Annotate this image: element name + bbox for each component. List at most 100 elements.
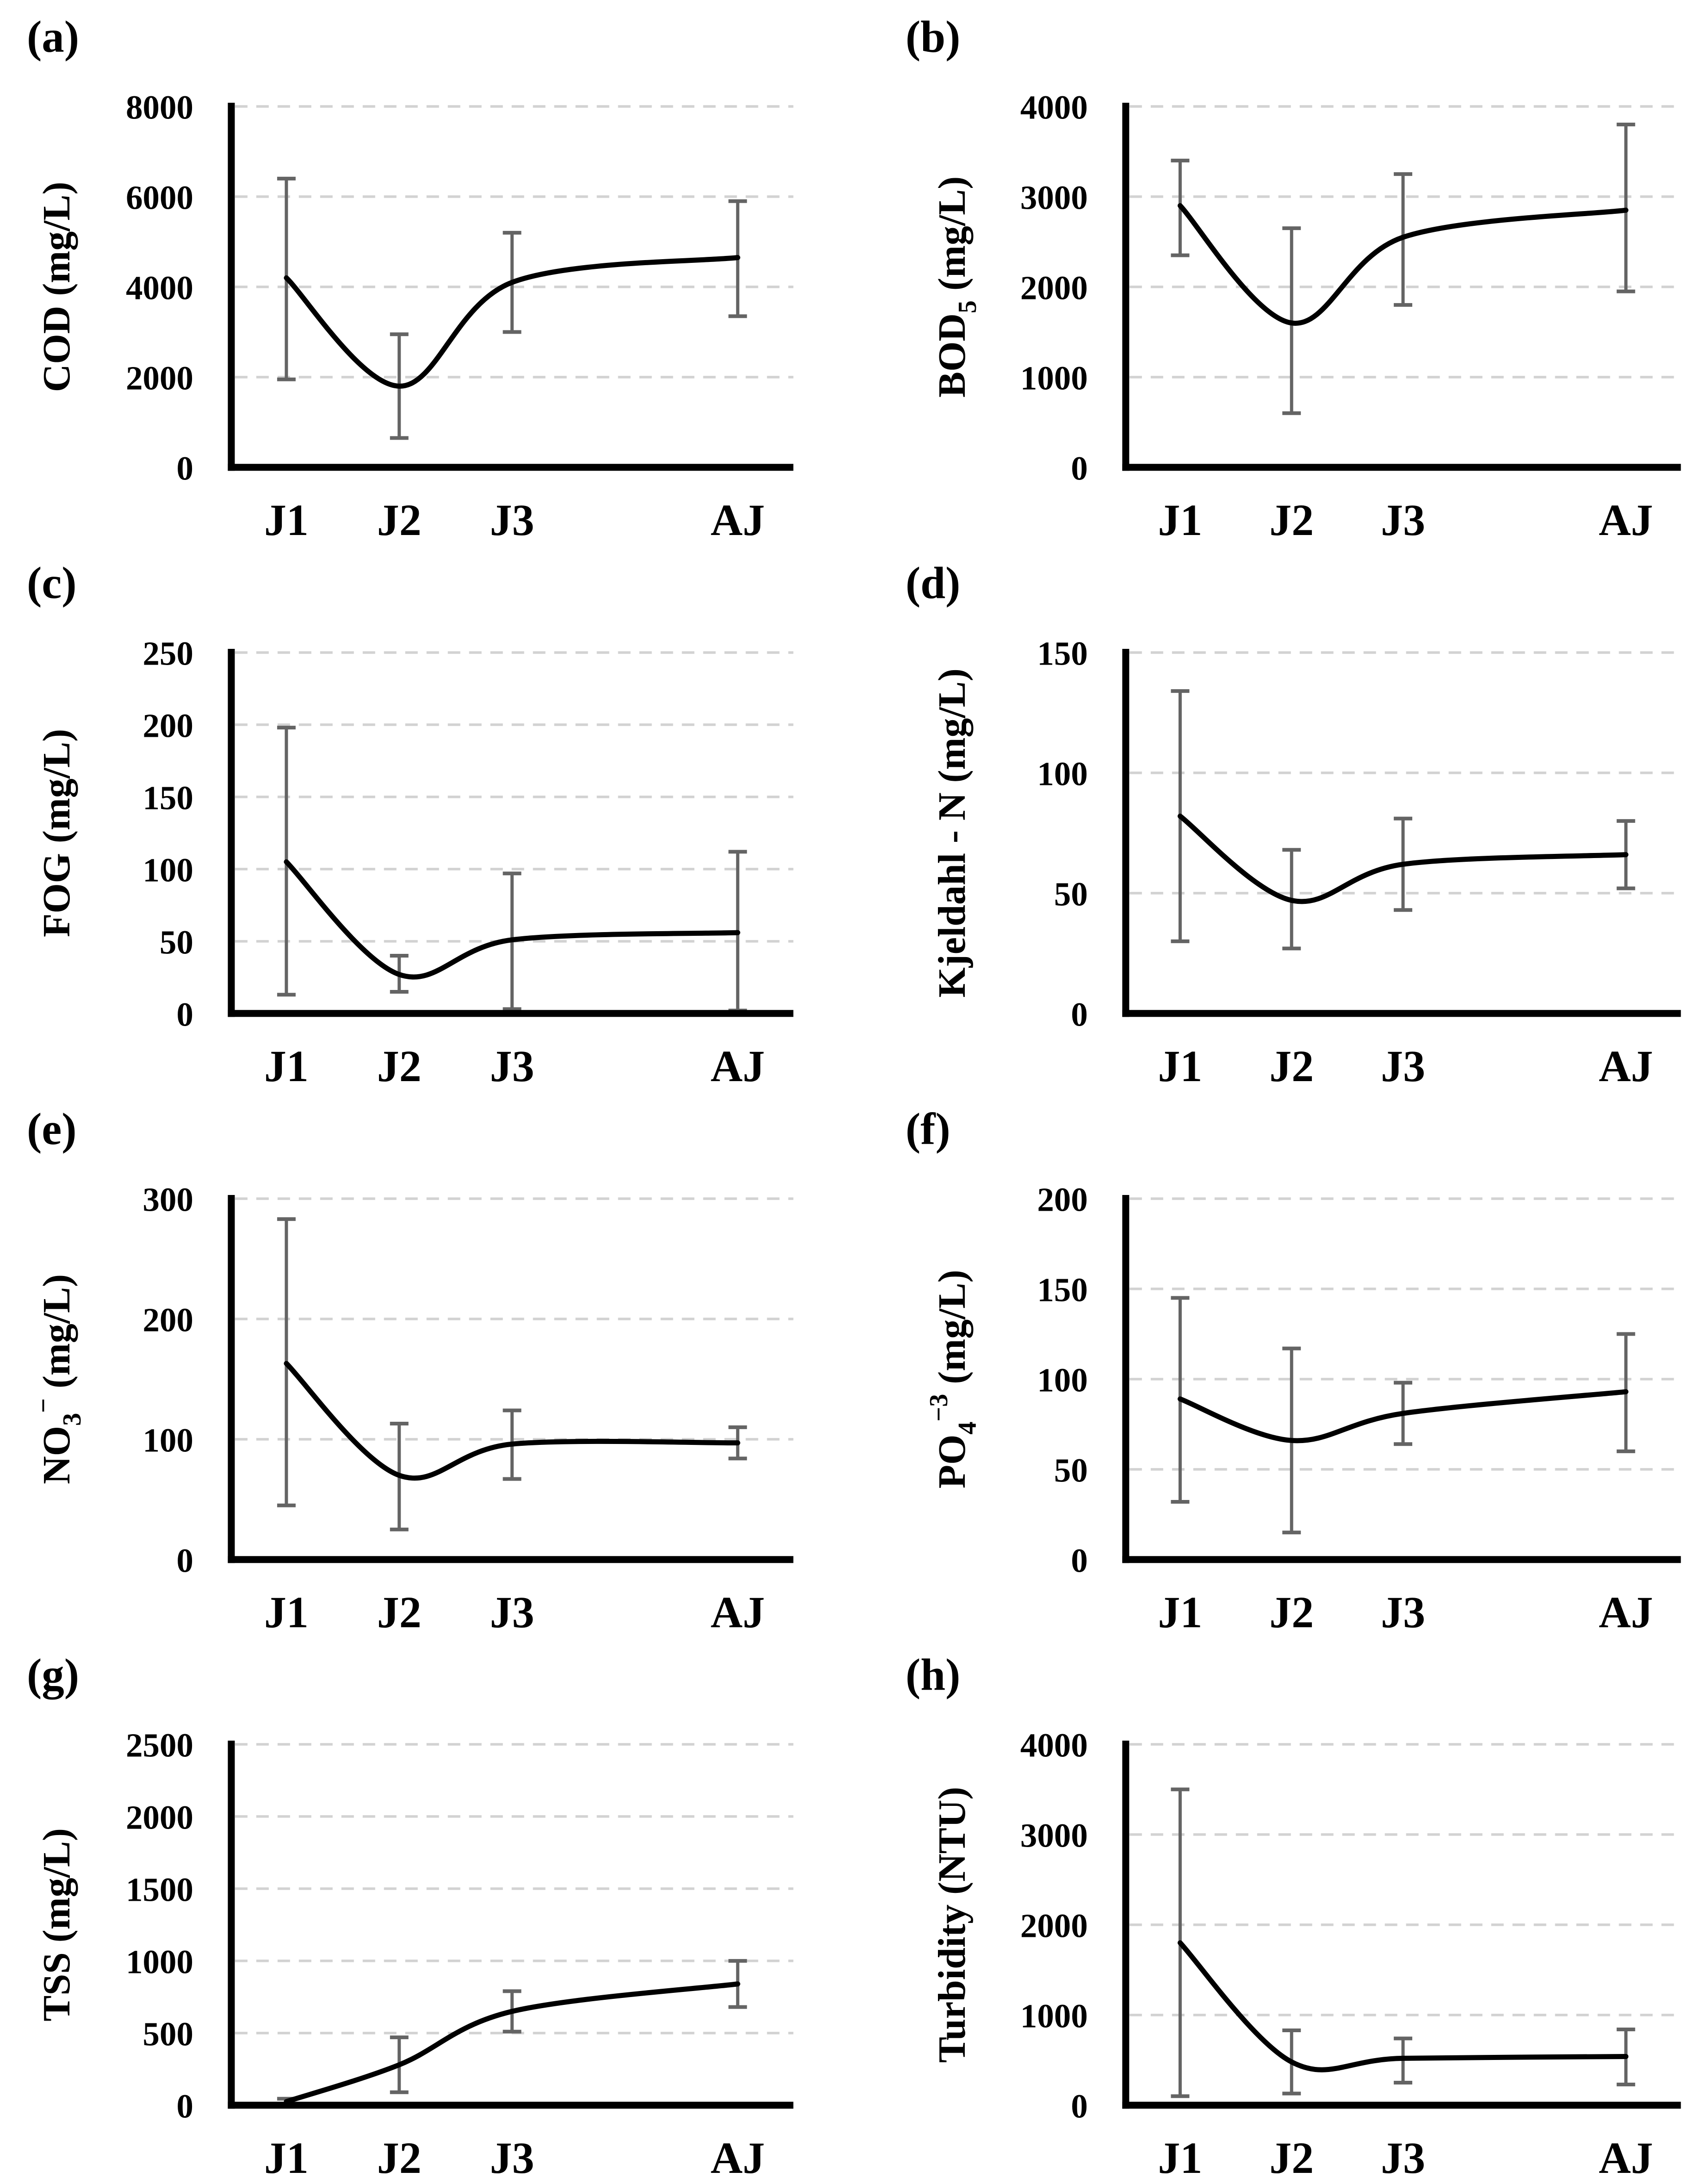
y-axis-title: COD (mg/L) bbox=[35, 181, 78, 392]
panel-a: (a) 0 2000 4000 6000 8000 J1 J2 J3 AJ COD (mg/L) bbox=[0, 0, 854, 546]
y-axis-title-part: PO bbox=[930, 1434, 973, 1488]
y-axis-title-part: (mg/L) bbox=[930, 1269, 973, 1394]
x-category-label: J2 bbox=[1269, 1587, 1314, 1636]
y-tick-label: 0 bbox=[176, 2088, 193, 2125]
panel-letter: (f) bbox=[905, 1104, 950, 1153]
y-tick-label: 1000 bbox=[126, 1943, 193, 1981]
y-tick-label: 250 bbox=[143, 635, 193, 672]
x-category-label: AJ bbox=[1599, 1041, 1653, 1091]
x-category-label: J2 bbox=[1269, 2133, 1314, 2183]
y-axis-title: TSS (mg/L) bbox=[35, 1828, 78, 2022]
panel-letter: (h) bbox=[905, 1650, 960, 1699]
series-curve bbox=[1177, 813, 1628, 904]
x-category-label: AJ bbox=[711, 1587, 765, 1636]
panel-letter: (g) bbox=[27, 1650, 79, 1699]
panel-e: (e) 0 100 200 300 J1 J2 J3 AJ NO3− (mg/L) bbox=[0, 1092, 854, 1638]
y-axis-title-part: 5 bbox=[953, 300, 981, 313]
series-curve bbox=[1177, 203, 1628, 326]
y-tick-label: 4000 bbox=[1020, 1727, 1087, 1764]
x-category-label: J2 bbox=[377, 1041, 422, 1091]
y-axis-title-part: NO bbox=[35, 1425, 78, 1484]
panel-g: (g) 0 500 1000 1500 2000 2500 J1 J2 J3 AJ TSS (mg/L… bbox=[0, 1638, 854, 2184]
y-axis-title: BOD5 (mg/L) bbox=[930, 176, 981, 398]
y-tick-label: 0 bbox=[1071, 2088, 1087, 2125]
chart-nitrate: (e) 0 100 200 300 J1 J2 J3 AJ NO3− (mg/L) bbox=[27, 1104, 794, 1636]
panel-letter: (e) bbox=[27, 1104, 77, 1153]
y-tick-label: 100 bbox=[143, 1421, 193, 1459]
y-axis-title-part: Turbidity (NTU) bbox=[930, 1787, 973, 2063]
panel-letter: (d) bbox=[905, 558, 960, 608]
x-category-label: J2 bbox=[377, 1587, 422, 1636]
series-curve bbox=[1177, 1389, 1628, 1443]
y-tick-label: 8000 bbox=[126, 88, 193, 126]
y-tick-label: 3000 bbox=[1020, 179, 1087, 216]
y-tick-label: 2000 bbox=[1020, 269, 1087, 306]
chart-cod: (a) 0 2000 4000 6000 8000 J1 J2 J3 AJ COD (mg/L) bbox=[27, 12, 794, 545]
y-axis-title: NO3− (mg/L) bbox=[29, 1274, 87, 1484]
y-axis-title-part: (mg/L) bbox=[35, 1274, 78, 1398]
chart-kjeldahl-n: (d) 0 50 100 150 J1 J2 J3 AJ Kjeldahl - N (mg/L) bbox=[905, 558, 1681, 1091]
x-category-label: J1 bbox=[1158, 495, 1202, 545]
y-tick-label: 150 bbox=[143, 779, 193, 816]
y-tick-label: 3000 bbox=[1020, 1817, 1087, 1854]
chart-phosphate: (f) 0 50 100 150 200 J1 J2 J3 AJ PO4−3 (mg/L) bbox=[905, 1104, 1681, 1636]
y-axis-title: Kjeldahl - N (mg/L) bbox=[930, 668, 973, 997]
x-category-label: AJ bbox=[711, 1041, 765, 1091]
y-tick-label: 2000 bbox=[1020, 1907, 1087, 1945]
series-curve bbox=[1177, 1940, 1628, 2072]
chart-tss: (g) 0 500 1000 1500 2000 2500 J1 J2 J3 AJ TSS (mg/L… bbox=[27, 1650, 794, 2183]
y-tick-label: 150 bbox=[1037, 635, 1087, 672]
series-curve bbox=[284, 1981, 740, 2104]
y-tick-label: 6000 bbox=[126, 179, 193, 216]
chart-turbidity: (h) 0 1000 2000 3000 4000 J1 J2 J3 AJ Turbidity (N… bbox=[905, 1650, 1681, 2183]
x-category-label: J1 bbox=[264, 1041, 309, 1091]
panel-d: (d) 0 50 100 150 J1 J2 J3 AJ Kjeldahl - N (mg/L) bbox=[854, 546, 1707, 1092]
y-tick-label: 2500 bbox=[126, 1727, 193, 1764]
x-category-label: J3 bbox=[490, 1041, 534, 1091]
panel-h: (h) 0 1000 2000 3000 4000 J1 J2 J3 AJ Turbidity (N… bbox=[854, 1638, 1707, 2184]
x-category-label: J1 bbox=[264, 495, 309, 545]
x-category-label: J3 bbox=[490, 2133, 534, 2183]
y-axis-title-part: −3 bbox=[924, 1394, 953, 1421]
y-axis-title-part: 3 bbox=[58, 1412, 87, 1425]
y-tick-label: 0 bbox=[1071, 1542, 1087, 1579]
y-axis-title-part: − bbox=[29, 1398, 58, 1413]
x-category-label: J1 bbox=[264, 2133, 309, 2183]
y-tick-label: 4000 bbox=[1020, 88, 1087, 126]
y-tick-label: 0 bbox=[176, 1542, 193, 1579]
y-tick-label: 2000 bbox=[126, 1799, 193, 1836]
series-curve bbox=[284, 1361, 740, 1481]
y-tick-label: 50 bbox=[160, 923, 193, 961]
y-tick-label: 0 bbox=[1071, 996, 1087, 1033]
x-category-label: AJ bbox=[1599, 1587, 1653, 1636]
x-category-label: J1 bbox=[264, 1587, 309, 1636]
y-axis-title-part: TSS (mg/L) bbox=[35, 1828, 78, 2022]
y-tick-label: 0 bbox=[176, 449, 193, 487]
y-axis-title: PO4−3 (mg/L) bbox=[924, 1269, 981, 1488]
panel-letter: (b) bbox=[905, 12, 960, 62]
x-category-label: AJ bbox=[711, 2133, 765, 2183]
x-category-label: J3 bbox=[1381, 495, 1425, 545]
y-axis-title: Turbidity (NTU) bbox=[930, 1787, 973, 2063]
panel-f: (f) 0 50 100 150 200 J1 J2 J3 AJ PO4−3 (mg/L) bbox=[854, 1092, 1707, 1638]
y-axis-title: FOG (mg/L) bbox=[35, 729, 78, 937]
y-tick-label: 200 bbox=[143, 1301, 193, 1338]
x-category-label: AJ bbox=[711, 495, 765, 545]
y-tick-label: 50 bbox=[1054, 1451, 1087, 1489]
y-tick-label: 200 bbox=[143, 707, 193, 744]
y-tick-label: 1000 bbox=[1020, 1997, 1087, 2035]
x-category-label: J3 bbox=[1381, 2133, 1425, 2183]
y-axis-title-part: Kjeldahl - N (mg/L) bbox=[930, 668, 973, 997]
panel-b: (b) 0 1000 2000 3000 4000 J1 J2 J3 AJ BOD5 (mg/L) bbox=[854, 0, 1707, 546]
x-category-label: J1 bbox=[1158, 1587, 1202, 1636]
y-tick-label: 4000 bbox=[126, 269, 193, 306]
y-axis-title-part: FOG (mg/L) bbox=[35, 729, 78, 937]
y-tick-label: 150 bbox=[1037, 1271, 1087, 1308]
series-curve bbox=[284, 859, 740, 980]
y-tick-label: 300 bbox=[143, 1181, 193, 1218]
panel-letter: (c) bbox=[27, 558, 77, 608]
y-axis-title-part: COD (mg/L) bbox=[35, 181, 78, 392]
y-tick-label: 0 bbox=[176, 996, 193, 1033]
y-axis-title-part: (mg/L) bbox=[930, 176, 973, 300]
